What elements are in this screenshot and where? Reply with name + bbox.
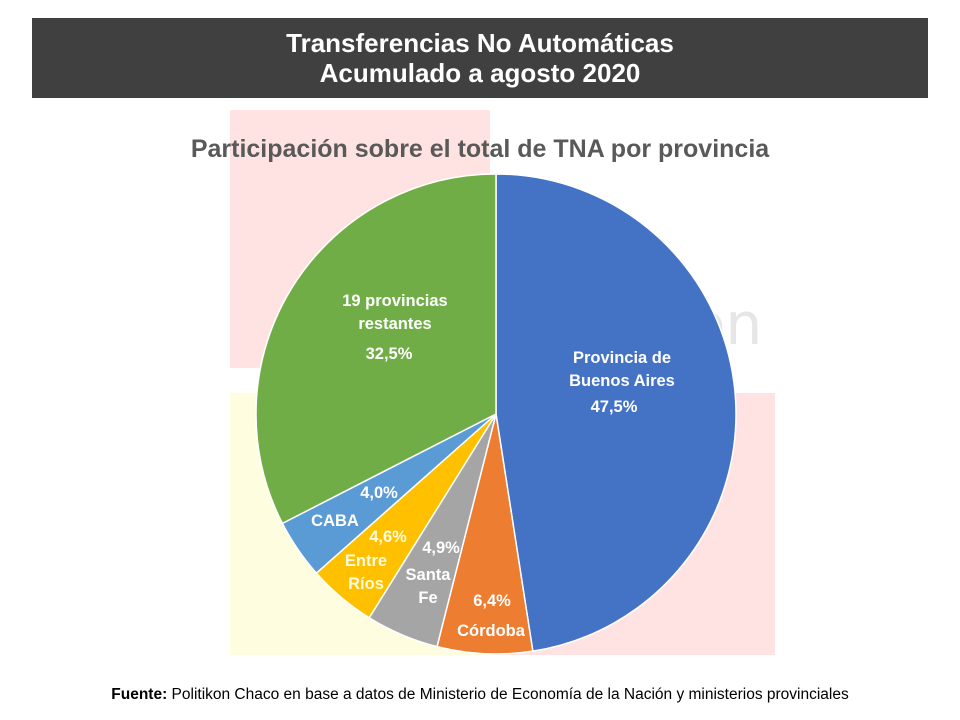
slice-label: Córdoba (457, 622, 526, 640)
slice-label: Santa Fe (406, 566, 452, 607)
pie-slice (255, 173, 497, 525)
slide-header: Transferencias No Automáticas Acumulado … (32, 18, 928, 98)
header-title-line2: Acumulado a agosto 2020 (319, 58, 641, 88)
footer-text: Politikon Chaco en base a datos de Minis… (167, 686, 849, 703)
slice-label: CABA (311, 512, 359, 530)
slice-label: 19 provincias restantes (342, 292, 447, 333)
slice-value-label: 4,6% (369, 528, 407, 546)
header-title-line1: Transferencias No Automáticas (286, 28, 674, 58)
chart-title: Participación sobre el total de TNA por … (190, 135, 770, 163)
footer-label: Fuente: (111, 686, 168, 703)
source-footer: Fuente: Politikon Chaco en base a datos … (0, 686, 960, 704)
slice-value-label: 6,4% (473, 592, 511, 610)
pie-slice (495, 173, 737, 653)
slice-value-label: 32,5% (366, 345, 413, 363)
slice-value-label: 4,0% (360, 484, 398, 502)
slice-label: Entre Ríos (345, 552, 387, 593)
slice-value-label: 4,9% (422, 539, 460, 557)
slice-value-label: 47,5% (591, 398, 638, 416)
slice-label: Provincia de Buenos Aires (569, 349, 675, 390)
